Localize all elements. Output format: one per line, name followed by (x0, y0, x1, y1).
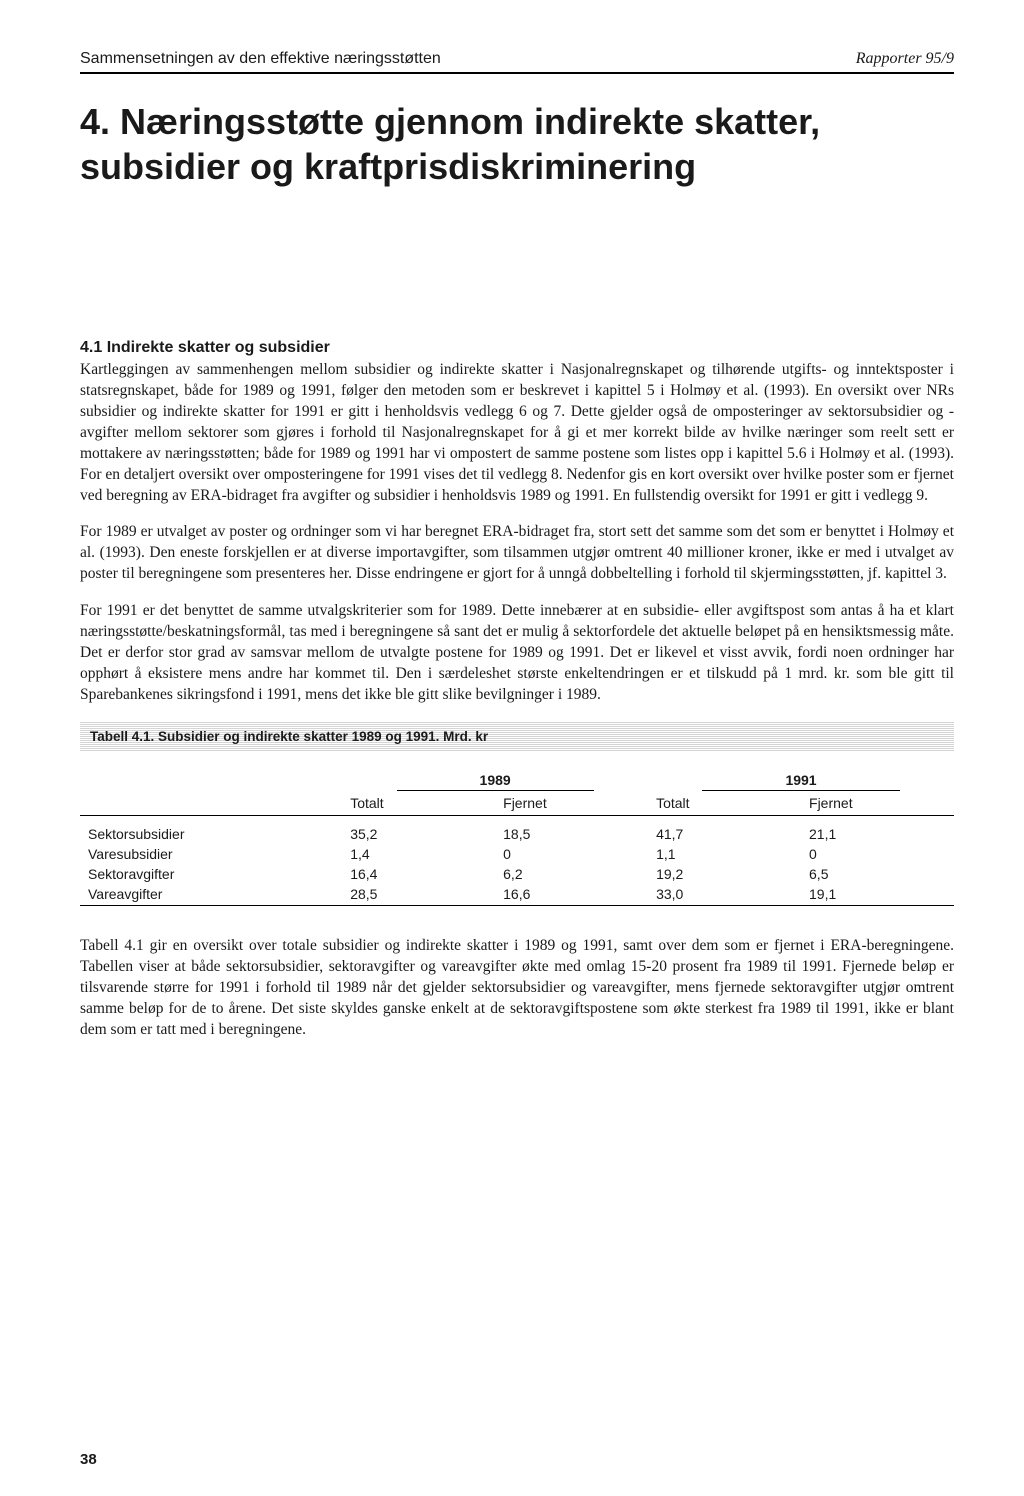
section-heading: 4.1 Indirekte skatter og subsidier (80, 339, 954, 357)
table-col-header: Totalt (342, 793, 495, 816)
page-number: 38 (80, 1451, 97, 1468)
chapter-title: 4. Næringsstøtte gjennom indirekte skatt… (80, 99, 954, 189)
page-header: Sammensetningen av den effektive nærings… (80, 50, 954, 74)
table-year-row: 1989 1991 (80, 770, 954, 793)
table-col-header: Fjernet (495, 793, 648, 816)
table-year-1991: 1991 (648, 770, 954, 793)
table-col-header: Totalt (648, 793, 801, 816)
table-column-row: Totalt Fjernet Totalt Fjernet (80, 793, 954, 816)
data-table: 1989 1991 Totalt Fjernet Totalt Fjernet … (80, 770, 954, 906)
table-caption: Tabell 4.1. Subsidier og indirekte skatt… (90, 729, 488, 744)
table-row: Vareavgifter 28,5 16,6 33,0 19,1 (80, 884, 954, 906)
header-left: Sammensetningen av den effektive nærings… (80, 50, 441, 68)
table-caption-bar: Tabell 4.1. Subsidier og indirekte skatt… (80, 722, 954, 752)
table-year-1989: 1989 (342, 770, 648, 793)
body-paragraph: Kartleggingen av sammenhengen mellom sub… (80, 360, 954, 506)
table-row: Sektoravgifter 16,4 6,2 19,2 6,5 (80, 864, 954, 884)
body-paragraph: Tabell 4.1 gir en oversikt over totale s… (80, 936, 954, 1041)
body-paragraph: For 1991 er det benyttet de samme utvalg… (80, 601, 954, 706)
table-col-header: Fjernet (801, 793, 954, 816)
body-paragraph: For 1989 er utvalget av poster og ordnin… (80, 522, 954, 585)
header-right: Rapporter 95/9 (856, 50, 954, 68)
table-row: Varesubsidier 1,4 0 1,1 0 (80, 844, 954, 864)
table-row: Sektorsubsidier 35,2 18,5 41,7 21,1 (80, 815, 954, 844)
